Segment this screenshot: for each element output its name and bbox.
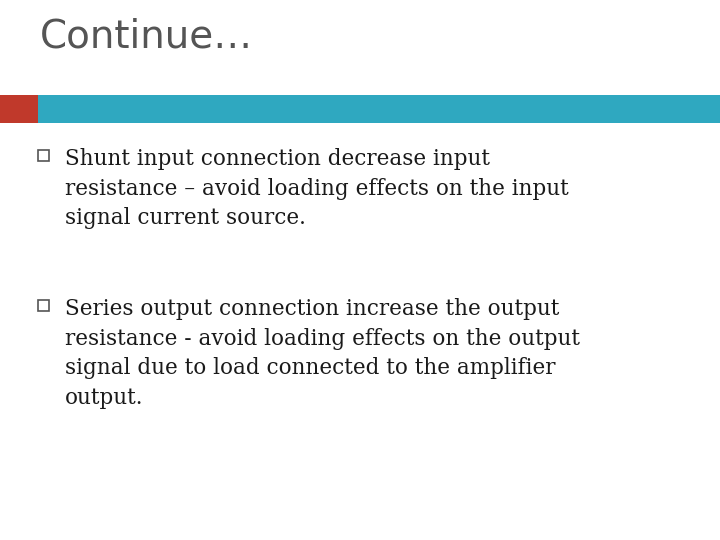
Text: Shunt input connection decrease input
resistance – avoid loading effects on the : Shunt input connection decrease input re… <box>65 148 569 230</box>
Text: Series output connection increase the output
resistance - avoid loading effects : Series output connection increase the ou… <box>65 298 580 409</box>
Bar <box>38 150 49 161</box>
Bar <box>38 300 49 311</box>
Bar <box>38 95 720 123</box>
Bar <box>0 95 38 123</box>
Text: Continue…: Continue… <box>40 18 253 56</box>
